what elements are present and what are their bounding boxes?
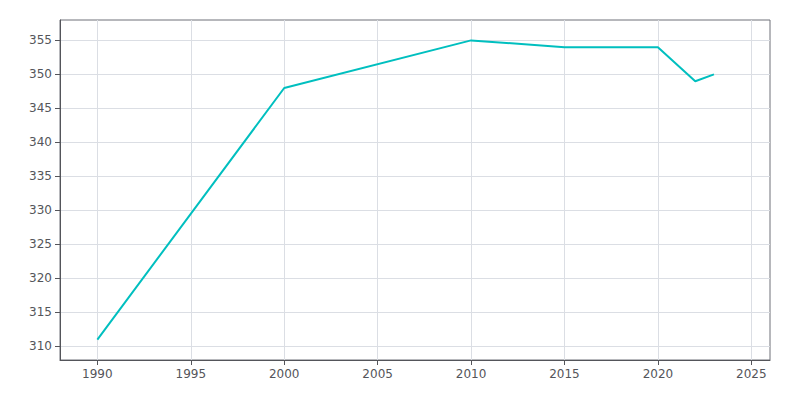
svg-text:345: 345 [29, 101, 52, 115]
svg-text:335: 335 [29, 169, 52, 183]
svg-text:315: 315 [29, 305, 52, 319]
svg-text:320: 320 [29, 271, 52, 285]
svg-text:330: 330 [29, 203, 52, 217]
svg-text:2000: 2000 [269, 367, 300, 381]
svg-text:325: 325 [29, 237, 52, 251]
svg-text:310: 310 [29, 339, 52, 353]
svg-text:2020: 2020 [643, 367, 674, 381]
svg-text:1995: 1995 [176, 367, 207, 381]
svg-text:1990: 1990 [82, 367, 113, 381]
svg-text:340: 340 [29, 135, 52, 149]
svg-text:2010: 2010 [456, 367, 487, 381]
svg-text:2015: 2015 [549, 367, 580, 381]
svg-text:2005: 2005 [362, 367, 393, 381]
svg-text:355: 355 [29, 33, 52, 47]
svg-text:2025: 2025 [736, 367, 767, 381]
svg-text:350: 350 [29, 67, 52, 81]
